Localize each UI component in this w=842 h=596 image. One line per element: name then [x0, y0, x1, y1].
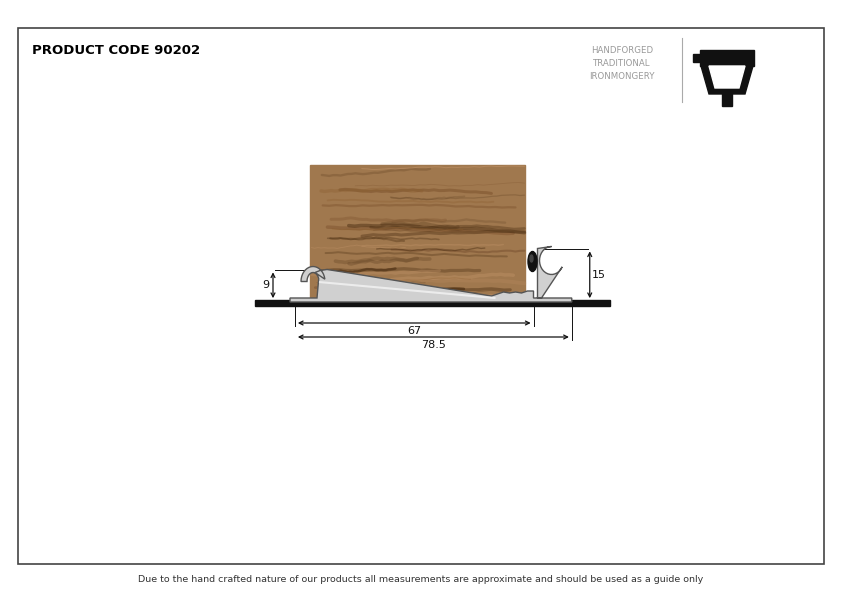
Text: 9: 9 — [263, 280, 269, 290]
Bar — [18, 28, 824, 564]
Ellipse shape — [528, 252, 537, 272]
Bar — [255, 300, 610, 306]
Bar — [700, 50, 754, 66]
Text: IRONMONGERY: IRONMONGERY — [589, 72, 655, 81]
Bar — [310, 165, 525, 300]
Text: 67: 67 — [408, 326, 421, 336]
Text: TRADITIONAL: TRADITIONAL — [594, 59, 651, 68]
Bar — [693, 54, 703, 62]
Text: HANDFORGED: HANDFORGED — [591, 46, 653, 55]
Text: 78.5: 78.5 — [421, 340, 445, 350]
Polygon shape — [701, 66, 753, 94]
Text: Due to the hand crafted nature of our products all measurements are approximate : Due to the hand crafted nature of our pr… — [138, 576, 704, 585]
Polygon shape — [709, 66, 745, 88]
Text: 15: 15 — [592, 270, 605, 280]
Ellipse shape — [530, 255, 533, 262]
Bar — [722, 92, 732, 106]
Text: PRODUCT CODE 90202: PRODUCT CODE 90202 — [32, 44, 200, 57]
Polygon shape — [290, 247, 572, 302]
